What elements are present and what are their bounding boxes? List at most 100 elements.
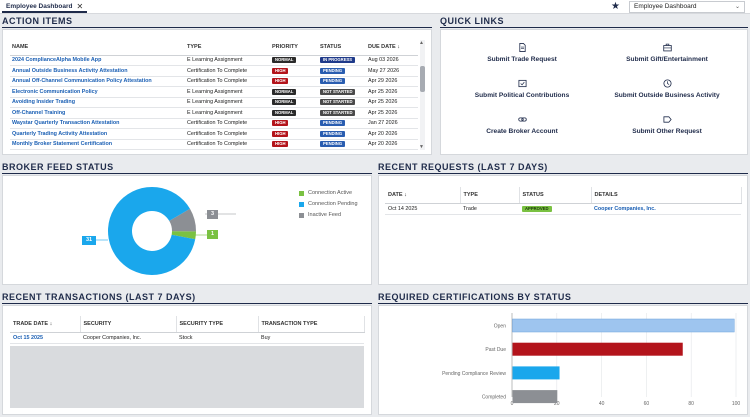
col-due-date[interactable]: DUE DATE ↓ — [366, 40, 418, 56]
quick-link-create-broker-account[interactable]: Create Broker Account — [452, 115, 592, 135]
table-row[interactable]: Monthly Broker Statement Certification Ce… — [10, 139, 418, 150]
priority-badge: HIGH — [272, 120, 289, 127]
priority-badge: HIGH — [272, 130, 289, 137]
x-tick-label: 100 — [732, 401, 741, 407]
request-details-link[interactable]: Cooper Companies, Inc. — [591, 203, 741, 215]
action-items-table: NAME TYPE PRIORITY STATUS DUE DATE ↓ 202… — [10, 40, 418, 150]
table-row[interactable]: Quarterly Trading Activity Attestation Ce… — [10, 128, 418, 140]
quick-link-label: Submit Other Request — [632, 128, 702, 135]
action-item-status: PENDING — [318, 65, 366, 77]
quick-link-submit-gift[interactable]: Submit Gift/Entertainment — [597, 43, 737, 63]
legend-inactive-feed[interactable]: Inactive Feed — [299, 212, 341, 218]
col-status[interactable]: STATUS — [318, 40, 366, 56]
action-item-type: Certification To Complete — [185, 65, 270, 77]
donut-slice-inactive[interactable] — [169, 208, 196, 232]
bar-completed[interactable] — [512, 390, 558, 404]
transaction-date-link[interactable]: Oct 15 2025 — [10, 332, 80, 344]
action-item-type: E Learning Assignment — [185, 97, 270, 108]
table-row[interactable]: Annual Off-Channel Communication Policy … — [10, 76, 418, 87]
transaction-type: Buy — [258, 332, 364, 344]
chevron-down-icon: ⌄ — [734, 4, 740, 10]
close-icon[interactable]: ✕ — [76, 1, 84, 11]
action-item-type: E Learning Assignment — [185, 107, 270, 119]
legend-swatch — [299, 201, 304, 207]
quick-link-submit-other[interactable]: Submit Other Request — [597, 115, 737, 135]
table-row[interactable]: Oct 14 2025 Trade APPROVED Cooper Compan… — [385, 203, 741, 215]
action-item-name-link[interactable]: Quarterly Trading Activity Attestation — [10, 128, 185, 140]
recent-requests-title: RECENT REQUESTS (LAST 7 DAYS) — [378, 162, 548, 172]
legend-connection-active[interactable]: Connection Active — [299, 190, 352, 196]
action-item-name-link[interactable]: 2024 ComplianceAlpha Mobile App — [10, 55, 185, 66]
ballot-icon — [517, 79, 527, 88]
action-item-name-link[interactable]: Monthly Broker Statement Certification — [10, 139, 185, 150]
action-item-type: E Learning Assignment — [185, 55, 270, 66]
request-date: Oct 14 2025 — [385, 203, 460, 215]
action-item-priority: NORMAL — [270, 97, 318, 108]
bar-past-due[interactable] — [512, 342, 683, 356]
x-tick-label: 40 — [599, 401, 605, 407]
priority-badge: HIGH — [272, 67, 289, 74]
col-type[interactable]: TYPE — [185, 40, 270, 56]
table-row[interactable]: Electronic Communication Policy E Learnin… — [10, 86, 418, 98]
required-certs-title: REQUIRED CERTIFICATIONS BY STATUS — [378, 292, 572, 302]
y-category-label: Open — [494, 324, 506, 330]
col-trade-date[interactable]: TRADE DATE ↓ — [10, 316, 81, 333]
quick-link-submit-political[interactable]: Submit Political Contributions — [452, 79, 592, 99]
col-type[interactable]: TYPE — [460, 187, 520, 204]
action-item-name-link[interactable]: Waystar Quarterly Transaction Attestatio… — [10, 118, 185, 129]
table-row[interactable]: Oct 15 2025 Cooper Companies, Inc. Stock… — [10, 332, 364, 344]
action-items-scrollbar[interactable] — [420, 40, 425, 150]
table-row[interactable]: Waystar Quarterly Transaction Attestatio… — [10, 118, 418, 129]
col-status[interactable]: STATUS — [519, 187, 592, 204]
tab-employee-dashboard[interactable]: Employee Dashboard ✕ — [2, 1, 88, 13]
recent-transactions-divider — [2, 303, 372, 304]
quick-link-submit-outside-business[interactable]: Submit Outside Business Activity — [597, 79, 737, 99]
request-status: APPROVED — [519, 203, 591, 215]
table-row[interactable]: Off-Channel Training E Learning Assignmen… — [10, 107, 418, 119]
col-date[interactable]: DATE ↓ — [385, 187, 461, 204]
dashboard-select[interactable]: Employee Dashboard ⌄ — [629, 1, 745, 13]
star-icon[interactable]: ★ — [611, 1, 620, 12]
quick-link-submit-trade-request[interactable]: Submit Trade Request — [452, 43, 592, 63]
action-item-type: Certification To Complete — [185, 76, 270, 87]
col-name[interactable]: NAME — [10, 40, 185, 56]
status-badge: PENDING — [320, 141, 346, 148]
action-item-status: PENDING — [318, 128, 366, 140]
col-details[interactable]: DETAILS — [591, 187, 742, 204]
scroll-down-icon[interactable]: ▼ — [419, 144, 424, 150]
donut-slice-pending[interactable] — [108, 187, 196, 275]
col-priority[interactable]: PRIORITY — [270, 40, 318, 56]
action-item-name-link[interactable]: Annual Outside Business Activity Attesta… — [10, 65, 185, 77]
x-tick-label: 20 — [554, 401, 560, 407]
scroll-up-icon[interactable]: ▲ — [419, 40, 424, 46]
legend-connection-pending[interactable]: Connection Pending — [299, 201, 358, 207]
transaction-security: Cooper Companies, Inc. — [80, 332, 176, 344]
recent-transactions-title: RECENT TRANSACTIONS (LAST 7 DAYS) — [2, 292, 196, 302]
action-item-due-date: Apr 20 2026 — [366, 128, 418, 140]
action-item-name-link[interactable]: Annual Off-Channel Communication Policy … — [10, 76, 185, 87]
status-badge: NOT STARTED — [320, 99, 356, 106]
table-row[interactable]: Avoiding Insider Trading E Learning Assig… — [10, 97, 418, 108]
col-security[interactable]: SECURITY — [80, 316, 177, 333]
recent-transactions-header-row: TRADE DATE ↓ SECURITY SECURITY TYPE TRAN… — [10, 316, 365, 333]
briefcase-icon — [662, 43, 672, 52]
bar-open[interactable] — [512, 318, 735, 333]
table-row[interactable]: Annual Outside Business Activity Attesta… — [10, 65, 418, 77]
status-badge: PENDING — [320, 67, 346, 74]
action-item-status: NOT STARTED — [318, 86, 366, 98]
action-item-name-link[interactable]: Off-Channel Training — [10, 107, 185, 119]
action-item-name-link[interactable]: Avoiding Insider Trading — [10, 97, 185, 108]
col-transaction-type[interactable]: TRANSACTION TYPE — [258, 316, 365, 333]
bar-pending-compliance-review[interactable] — [512, 366, 560, 380]
action-items-header-row: NAME TYPE PRIORITY STATUS DUE DATE ↓ — [10, 40, 418, 56]
y-category-label: Pending Compliance Review — [442, 371, 506, 377]
donut-slice-active[interactable] — [171, 231, 196, 240]
col-security-type[interactable]: SECURITY TYPE — [176, 316, 259, 333]
table-row[interactable]: 2024 ComplianceAlpha Mobile App E Learnin… — [10, 55, 418, 66]
quick-link-label: Submit Gift/Entertainment — [626, 56, 708, 63]
action-items-scroll-thumb[interactable] — [420, 66, 425, 92]
action-item-name-link[interactable]: Electronic Communication Policy — [10, 86, 185, 98]
status-badge: PENDING — [320, 78, 346, 85]
broker-feed-donut-chart — [96, 187, 236, 275]
action-item-priority: HIGH — [270, 76, 318, 87]
